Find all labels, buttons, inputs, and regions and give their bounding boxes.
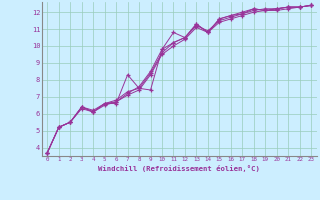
X-axis label: Windchill (Refroidissement éolien,°C): Windchill (Refroidissement éolien,°C) [98,165,260,172]
